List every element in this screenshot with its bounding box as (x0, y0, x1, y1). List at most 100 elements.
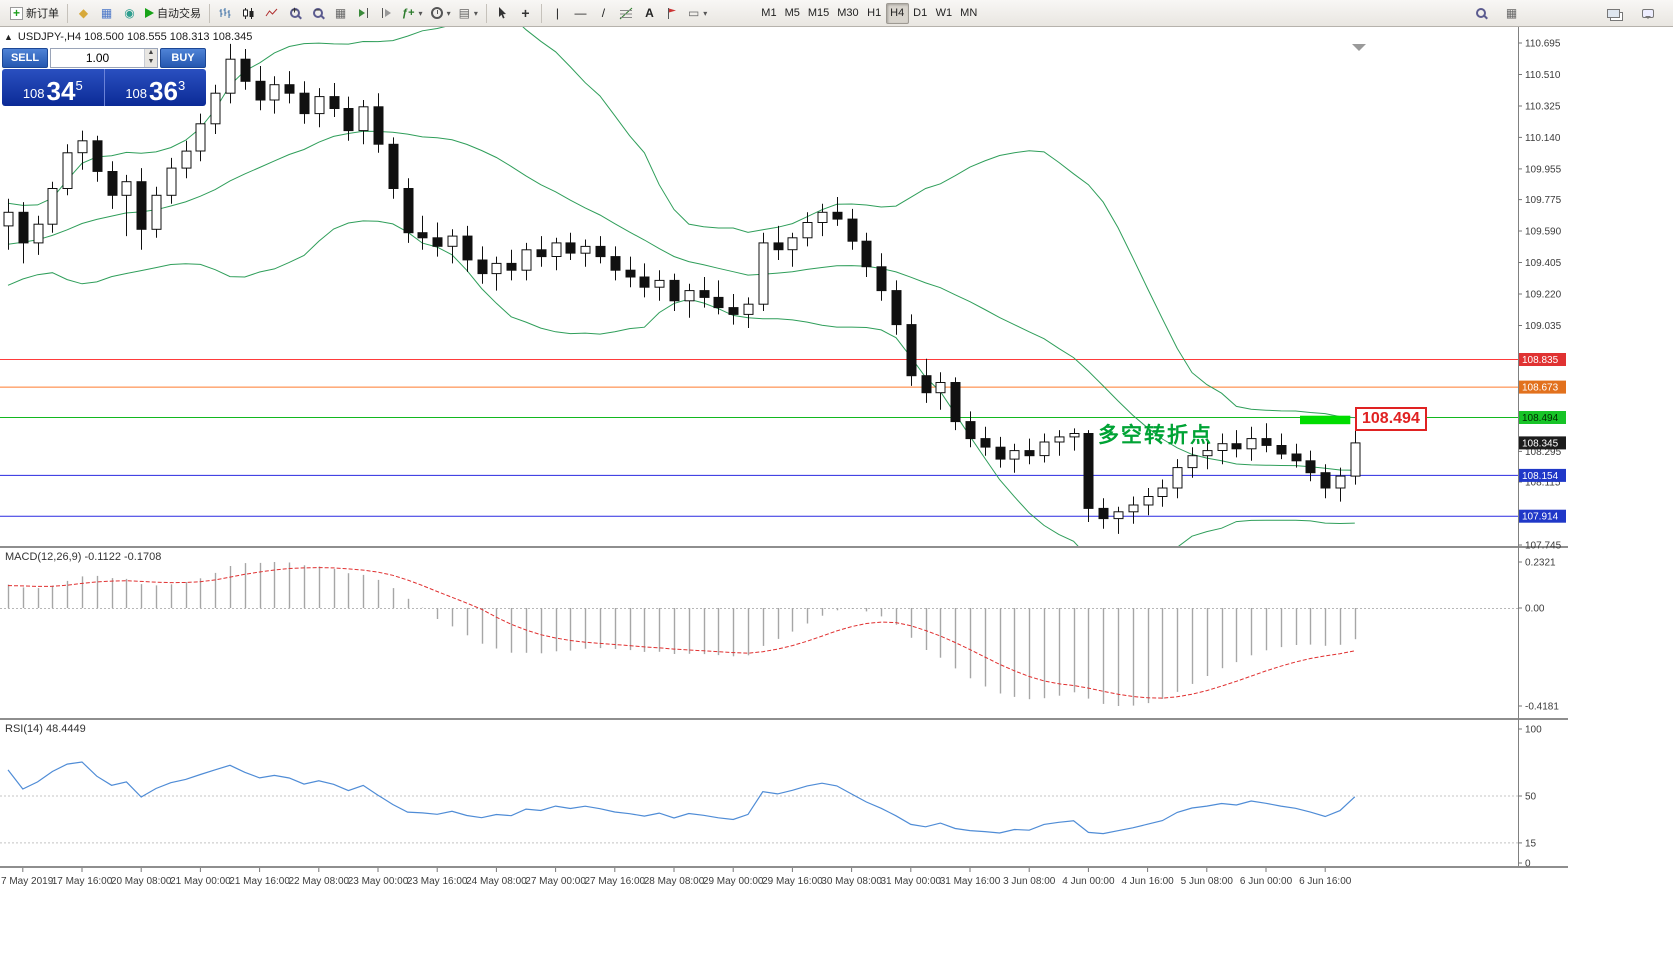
sell-price-sup: 5 (75, 78, 83, 93)
svg-text:100: 100 (1525, 725, 1542, 736)
clock-icon (430, 7, 443, 19)
fibonacci-icon[interactable] (615, 3, 638, 24)
one-click-prices: 108 34 5 108 36 3 (2, 69, 206, 106)
timeframe-h1-button[interactable]: H1 (867, 7, 882, 19)
timeframe-m5-button[interactable]: M5 (784, 7, 800, 19)
timeframe-m30-button[interactable]: M30 (837, 7, 859, 19)
chat-icon[interactable] (1636, 3, 1659, 24)
sell-button[interactable]: SELL (2, 48, 48, 68)
auto-scroll-icon[interactable] (352, 3, 375, 24)
zoom-in-icon[interactable]: + (283, 3, 306, 24)
text-tool-icon[interactable]: A (645, 6, 654, 20)
svg-text:15: 15 (1525, 838, 1537, 849)
vertical-line-icon[interactable]: | (555, 6, 559, 20)
chart-area[interactable]: 110.695 110.510 110.325 110.140 109.955 109.7… (0, 27, 1673, 954)
trendline-icon[interactable]: / (601, 6, 606, 20)
svg-text:110.510: 110.510 (1525, 70, 1561, 81)
cursor-icon[interactable] (491, 3, 514, 24)
bar-chart-icon[interactable] (214, 3, 237, 24)
svg-text:21 May 16:00: 21 May 16:00 (229, 876, 290, 887)
svg-text:110.325: 110.325 (1525, 102, 1561, 113)
navigator-icon[interactable]: ◉ (124, 6, 135, 20)
autotrading-play-icon (145, 8, 154, 18)
symbol-ohlc-text: USDJPY-,H4 108.500 108.555 108.313 108.3… (17, 31, 253, 43)
volume-field[interactable]: 1.00 ▲ ▼ (50, 48, 158, 68)
shapes-button[interactable]: ▭ ▾ (684, 3, 711, 24)
timeframe-m1-button[interactable]: M1 (761, 7, 777, 19)
line-chart-icon[interactable] (260, 3, 283, 24)
timeframe-m15-button[interactable]: M15 (807, 7, 830, 19)
chevron-down-icon: ▾ (473, 8, 478, 18)
svg-text:-0.4181: -0.4181 (1525, 702, 1559, 713)
buy-button[interactable]: BUY (160, 48, 206, 68)
svg-text:31 May 00:00: 31 May 00:00 (880, 876, 941, 887)
indicators-button[interactable]: ƒ+ ▾ (398, 3, 427, 24)
svg-text:27 May 00:00: 27 May 00:00 (525, 876, 586, 887)
volume-increase-button[interactable]: ▲ (145, 49, 157, 58)
svg-text:7 May 2019: 7 May 2019 (1, 876, 54, 887)
data-window-icon[interactable]: ▦ (100, 6, 113, 20)
volume-decrease-button[interactable]: ▼ (145, 58, 157, 67)
crosshair-icon[interactable]: + (521, 5, 530, 21)
buy-price-display[interactable]: 108 36 3 (104, 69, 206, 106)
svg-text:108.494: 108.494 (1522, 413, 1559, 424)
svg-text:109.220: 109.220 (1525, 290, 1562, 301)
buy-price-sup: 3 (177, 78, 186, 93)
chart-annotation-text[interactable]: 多空转折点 (1098, 424, 1213, 447)
svg-text:108.835: 108.835 (1522, 355, 1559, 366)
svg-text:23 May 00:00: 23 May 00:00 (348, 876, 409, 887)
chart-shift-icon[interactable] (375, 3, 398, 24)
one-click-trading-panel: SELL 1.00 ▲ ▼ BUY 108 34 5 108 36 3 (2, 48, 206, 106)
timeframe-d1-button[interactable]: D1 (913, 7, 928, 19)
horizontal-line-icon[interactable]: — (574, 6, 587, 20)
chevron-down-icon: ▾ (446, 8, 451, 18)
sell-price-prefix: 108 (22, 86, 45, 101)
templates-button[interactable]: ▤ ▾ (455, 3, 482, 24)
rsi-indicator-label: RSI(14) 48.4449 (5, 723, 86, 735)
macd-indicator-label: MACD(12,26,9) -0.1122 -0.1708 (5, 551, 162, 563)
candlestick-chart-icon[interactable] (237, 3, 260, 24)
chart-info-bar: ▲ USDJPY-,H4 108.500 108.555 108.313 108… (4, 31, 252, 43)
window-layout-icon[interactable]: ▦ (1505, 6, 1518, 20)
svg-text:5 Jun 08:00: 5 Jun 08:00 (1181, 876, 1234, 887)
svg-text:109.955: 109.955 (1525, 164, 1562, 175)
collapse-arrow-icon[interactable]: ▲ (4, 32, 13, 42)
svg-text:17 May 16:00: 17 May 16:00 (52, 876, 113, 887)
arrow-label-icon[interactable] (661, 3, 684, 24)
search-icon[interactable] (1469, 3, 1492, 24)
main-toolbar: 新订单 ◆ ▦ ◉ 自动交易 + − ▦ ƒ+ ▾ ▾ ▤ ▾ + | — / … (0, 0, 1673, 27)
svg-text:4 Jun 00:00: 4 Jun 00:00 (1062, 876, 1115, 887)
svg-text:110.695: 110.695 (1525, 39, 1561, 50)
price-tag-label[interactable]: 108.494 (1355, 407, 1427, 431)
timeframe-w1-button[interactable]: W1 (935, 7, 953, 19)
buy-price-big: 36 (149, 76, 178, 106)
zoom-out-icon[interactable]: − (306, 3, 329, 24)
svg-text:6 Jun 00:00: 6 Jun 00:00 (1240, 876, 1293, 887)
periods-button[interactable]: ▾ (427, 3, 455, 24)
metaeditor-icon[interactable]: ◆ (78, 6, 89, 20)
svg-text:109.775: 109.775 (1525, 195, 1562, 206)
svg-text:108.295: 108.295 (1525, 447, 1562, 458)
chevron-down-icon: ▾ (703, 8, 708, 18)
volume-value[interactable]: 1.00 (85, 51, 110, 65)
new-order-button[interactable]: 新订单 (6, 3, 63, 24)
svg-text:23 May 16:00: 23 May 16:00 (407, 876, 468, 887)
sell-price-big: 34 (46, 76, 76, 106)
timeframe-toolbar: M1 M5 M15 M30 H1 H4 D1 W1 MN (757, 2, 981, 24)
timeframe-h4-button[interactable]: H4 (885, 2, 909, 24)
new-order-icon (10, 6, 23, 20)
template-icon: ▤ (458, 6, 470, 20)
svg-text:22 May 08:00: 22 May 08:00 (288, 876, 349, 887)
shapes-icon: ▭ (687, 6, 700, 20)
timeframe-mn-button[interactable]: MN (960, 7, 978, 19)
svg-text:107.914: 107.914 (1522, 512, 1559, 523)
sell-price-display[interactable]: 108 34 5 (2, 69, 105, 106)
tile-windows-icon[interactable]: ▦ (334, 6, 347, 20)
autotrading-label: 自动交易 (157, 8, 201, 20)
svg-text:30 May 08:00: 30 May 08:00 (821, 876, 882, 887)
monitors-icon[interactable] (1603, 3, 1628, 24)
svg-text:28 May 08:00: 28 May 08:00 (644, 876, 705, 887)
autotrading-button[interactable]: 自动交易 (141, 3, 205, 24)
svg-text:0.2321: 0.2321 (1525, 558, 1556, 569)
svg-text:108.154: 108.154 (1522, 471, 1559, 482)
